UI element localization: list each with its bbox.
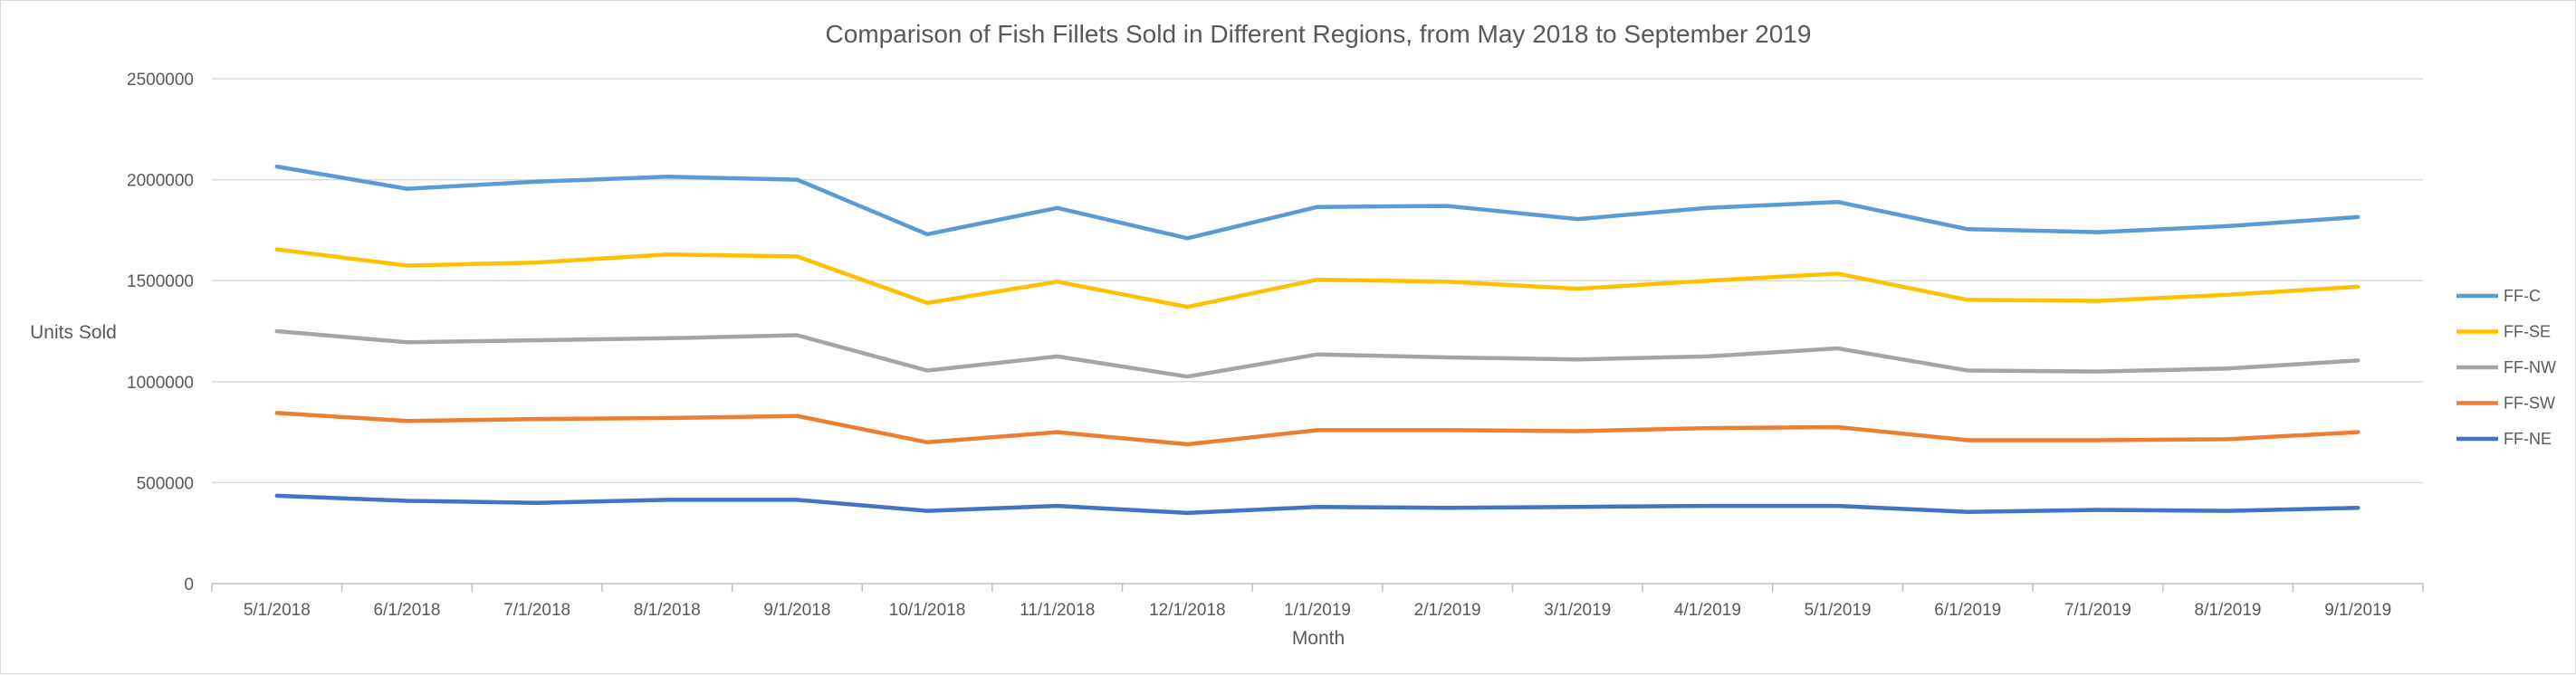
- x-tick-label: 2/1/2019: [1414, 601, 1481, 620]
- series-lines: [274, 164, 2361, 516]
- x-tick-label: 9/1/2018: [763, 601, 830, 620]
- x-tick-label: 10/1/2018: [889, 601, 966, 620]
- series-line-ff-ne: [274, 493, 2361, 516]
- chart-title: Comparison of Fish Fillets Sold in Diffe…: [826, 20, 1812, 48]
- legend-label: FF-NW: [2504, 358, 2556, 376]
- legend-label: FF-NE: [2504, 430, 2552, 448]
- x-tick-label: 1/1/2019: [1284, 601, 1351, 620]
- legend: FF-C FF-SE FF-NW FF-SW FF-NE: [2456, 287, 2556, 448]
- y-tick-label: 500000: [137, 474, 194, 493]
- y-tick-label: 0: [184, 575, 194, 594]
- series-line-ff-sw: [274, 411, 2361, 447]
- x-tick-label: 9/1/2019: [2324, 601, 2391, 620]
- y-tick-label: 2000000: [127, 172, 194, 191]
- x-tick-label: 5/1/2019: [1805, 601, 1872, 620]
- series-line-ff-c: [274, 164, 2361, 241]
- legend-label: FF-SE: [2504, 323, 2551, 341]
- x-tick-label: 4/1/2019: [1674, 601, 1741, 620]
- x-tick-label: 6/1/2018: [373, 601, 440, 620]
- x-tick-label: 7/1/2019: [2064, 601, 2131, 620]
- x-tick-label: 8/1/2019: [2195, 601, 2262, 620]
- x-tick-label: 11/1/2018: [1020, 601, 1095, 620]
- series-line-ff-se: [274, 247, 2361, 309]
- y-axis-title: Units Sold: [30, 322, 117, 343]
- x-tick-label: 3/1/2019: [1544, 601, 1611, 620]
- y-tick-label: 2500000: [127, 71, 194, 90]
- series-line-ff-nw: [274, 328, 2361, 379]
- legend-label: FF-SW: [2504, 395, 2555, 413]
- x-tick-label: 6/1/2019: [1934, 601, 2001, 620]
- legend-label: FF-C: [2504, 287, 2541, 305]
- x-tick-label: 5/1/2018: [244, 601, 311, 620]
- x-tick-label: 12/1/2018: [1149, 601, 1226, 620]
- y-tick-label: 1500000: [127, 272, 194, 291]
- x-axis-title: Month: [1292, 628, 1345, 649]
- y-tick-label: 1000000: [127, 374, 194, 393]
- x-tick-label: 8/1/2018: [634, 601, 701, 620]
- x-tick-label: 7/1/2018: [503, 601, 570, 620]
- axes: 0 500000 1000000 1500000 2000000 2500000 5/1/2…: [127, 71, 2424, 620]
